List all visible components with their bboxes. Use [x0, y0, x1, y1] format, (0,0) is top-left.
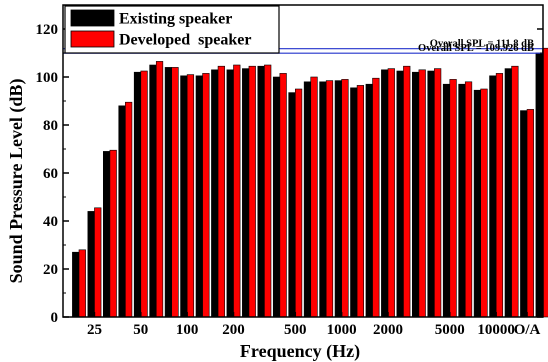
bars-group	[72, 47, 548, 318]
bar-existing-23	[427, 70, 435, 318]
bar-developed-26	[480, 88, 488, 318]
x-tick-label-20: 2000	[373, 322, 403, 338]
bar-developed-5	[155, 61, 164, 318]
x-tick-label-7: 100	[176, 322, 199, 338]
bar-existing-6	[164, 67, 173, 318]
bar-developed-13	[279, 73, 287, 318]
x-tick-label-14: 500	[284, 322, 307, 338]
axes-group: 0 20 40 60 80 100 120 25 50 100 200 500 1000 2000 5000…	[36, 4, 544, 338]
bar-existing-22	[411, 71, 420, 318]
y-tick-label-60: 60	[43, 166, 58, 182]
bar-existing-14	[288, 92, 296, 318]
bar-developed-20	[387, 68, 395, 318]
bar-developed-15	[310, 76, 318, 318]
bar-developed-21	[403, 65, 411, 318]
bar-developed-25	[464, 81, 473, 318]
bar-developed-4	[140, 70, 148, 318]
legend-swatch-1	[70, 30, 115, 48]
y-axis-title: Sound Pressure Level (dB)	[6, 79, 27, 284]
bar-developed-27	[495, 73, 504, 318]
legend: Existing speaker Developed speaker	[64, 5, 280, 54]
bar-developed-19	[372, 77, 380, 318]
bar-existing-17	[334, 80, 342, 318]
bar-developed-10	[233, 64, 241, 318]
bar-existing-8	[195, 75, 203, 318]
bar-existing-28	[504, 68, 512, 318]
bar-existing-10	[226, 69, 234, 318]
bar-developed-11	[248, 65, 256, 318]
bar-existing-18	[350, 87, 358, 318]
x-tick-label-17: 1000	[327, 322, 357, 338]
bar-existing-24	[442, 83, 451, 318]
y-tick-label-120: 120	[36, 22, 59, 38]
bar-developed-3	[125, 101, 133, 318]
bar-developed-14	[294, 88, 303, 318]
bar-developed-7	[186, 74, 195, 318]
bar-developed-16	[325, 80, 334, 318]
x-tick-label-4: 50	[133, 322, 148, 338]
bar-existing-4	[133, 71, 142, 318]
plot-frame	[62, 4, 544, 318]
reference-label-1: Overall SPL = 109.926 dB	[418, 43, 534, 54]
legend-swatch-0	[70, 9, 115, 27]
bar-developed-8	[202, 73, 210, 318]
bar-existing-27	[489, 75, 497, 318]
bar-developed-12	[264, 64, 272, 318]
y-tick-label-80: 80	[43, 118, 58, 134]
bar-developed-2	[109, 149, 117, 318]
bar-developed-6	[171, 67, 179, 318]
bar-existing-21	[396, 70, 404, 318]
x-tick-label-1: 25	[87, 322, 102, 338]
bar-developed-1	[94, 207, 102, 318]
bar-existing-15	[303, 81, 312, 318]
bar-existing-26	[473, 89, 482, 318]
bar-existing-9	[211, 69, 219, 318]
legend-label-0: Existing speaker	[119, 11, 232, 28]
bar-existing-16	[319, 81, 327, 318]
bar-existing-5	[149, 64, 157, 318]
y-tick-label-100: 100	[36, 70, 59, 86]
x-axis-title: Frequency (Hz)	[240, 341, 360, 362]
bar-developed-28	[511, 65, 519, 318]
bar-developed-24	[449, 79, 457, 318]
bar-existing-25	[458, 83, 466, 318]
bar-existing-19	[365, 83, 373, 318]
bar-existing-7	[180, 75, 188, 318]
bar-existing-2	[103, 151, 111, 318]
bar-developed-23	[434, 68, 442, 318]
reference-label-0: Overall SPL = 111.8 dB	[430, 39, 534, 50]
bar-developed-0	[78, 249, 86, 318]
y-tick-label-40: 40	[43, 214, 58, 230]
y-tick-label-0: 0	[51, 310, 59, 326]
bar-developed-17	[341, 79, 349, 318]
bar-developed-18	[356, 85, 365, 318]
legend-label-1: Developed speaker	[119, 32, 251, 49]
bar-existing-30	[535, 52, 543, 318]
x-tick-label-10: 200	[222, 322, 245, 338]
bar-existing-11	[242, 68, 250, 318]
bar-existing-13	[272, 76, 281, 318]
bar-existing-20	[381, 69, 389, 318]
y-tick-label-20: 20	[43, 262, 58, 278]
x-tick-label-27: 10000	[477, 322, 515, 338]
bar-developed-29	[526, 109, 534, 318]
bar-existing-29	[520, 110, 528, 318]
x-tick-label-29: O/A	[514, 322, 541, 338]
bar-existing-1	[87, 211, 95, 318]
bar-existing-0	[72, 251, 80, 318]
bar-developed-22	[418, 69, 426, 318]
bar-existing-12	[257, 65, 265, 318]
x-tick-label-24: 5000	[435, 322, 465, 338]
bar-developed-9	[217, 65, 225, 318]
bar-existing-3	[118, 105, 126, 318]
